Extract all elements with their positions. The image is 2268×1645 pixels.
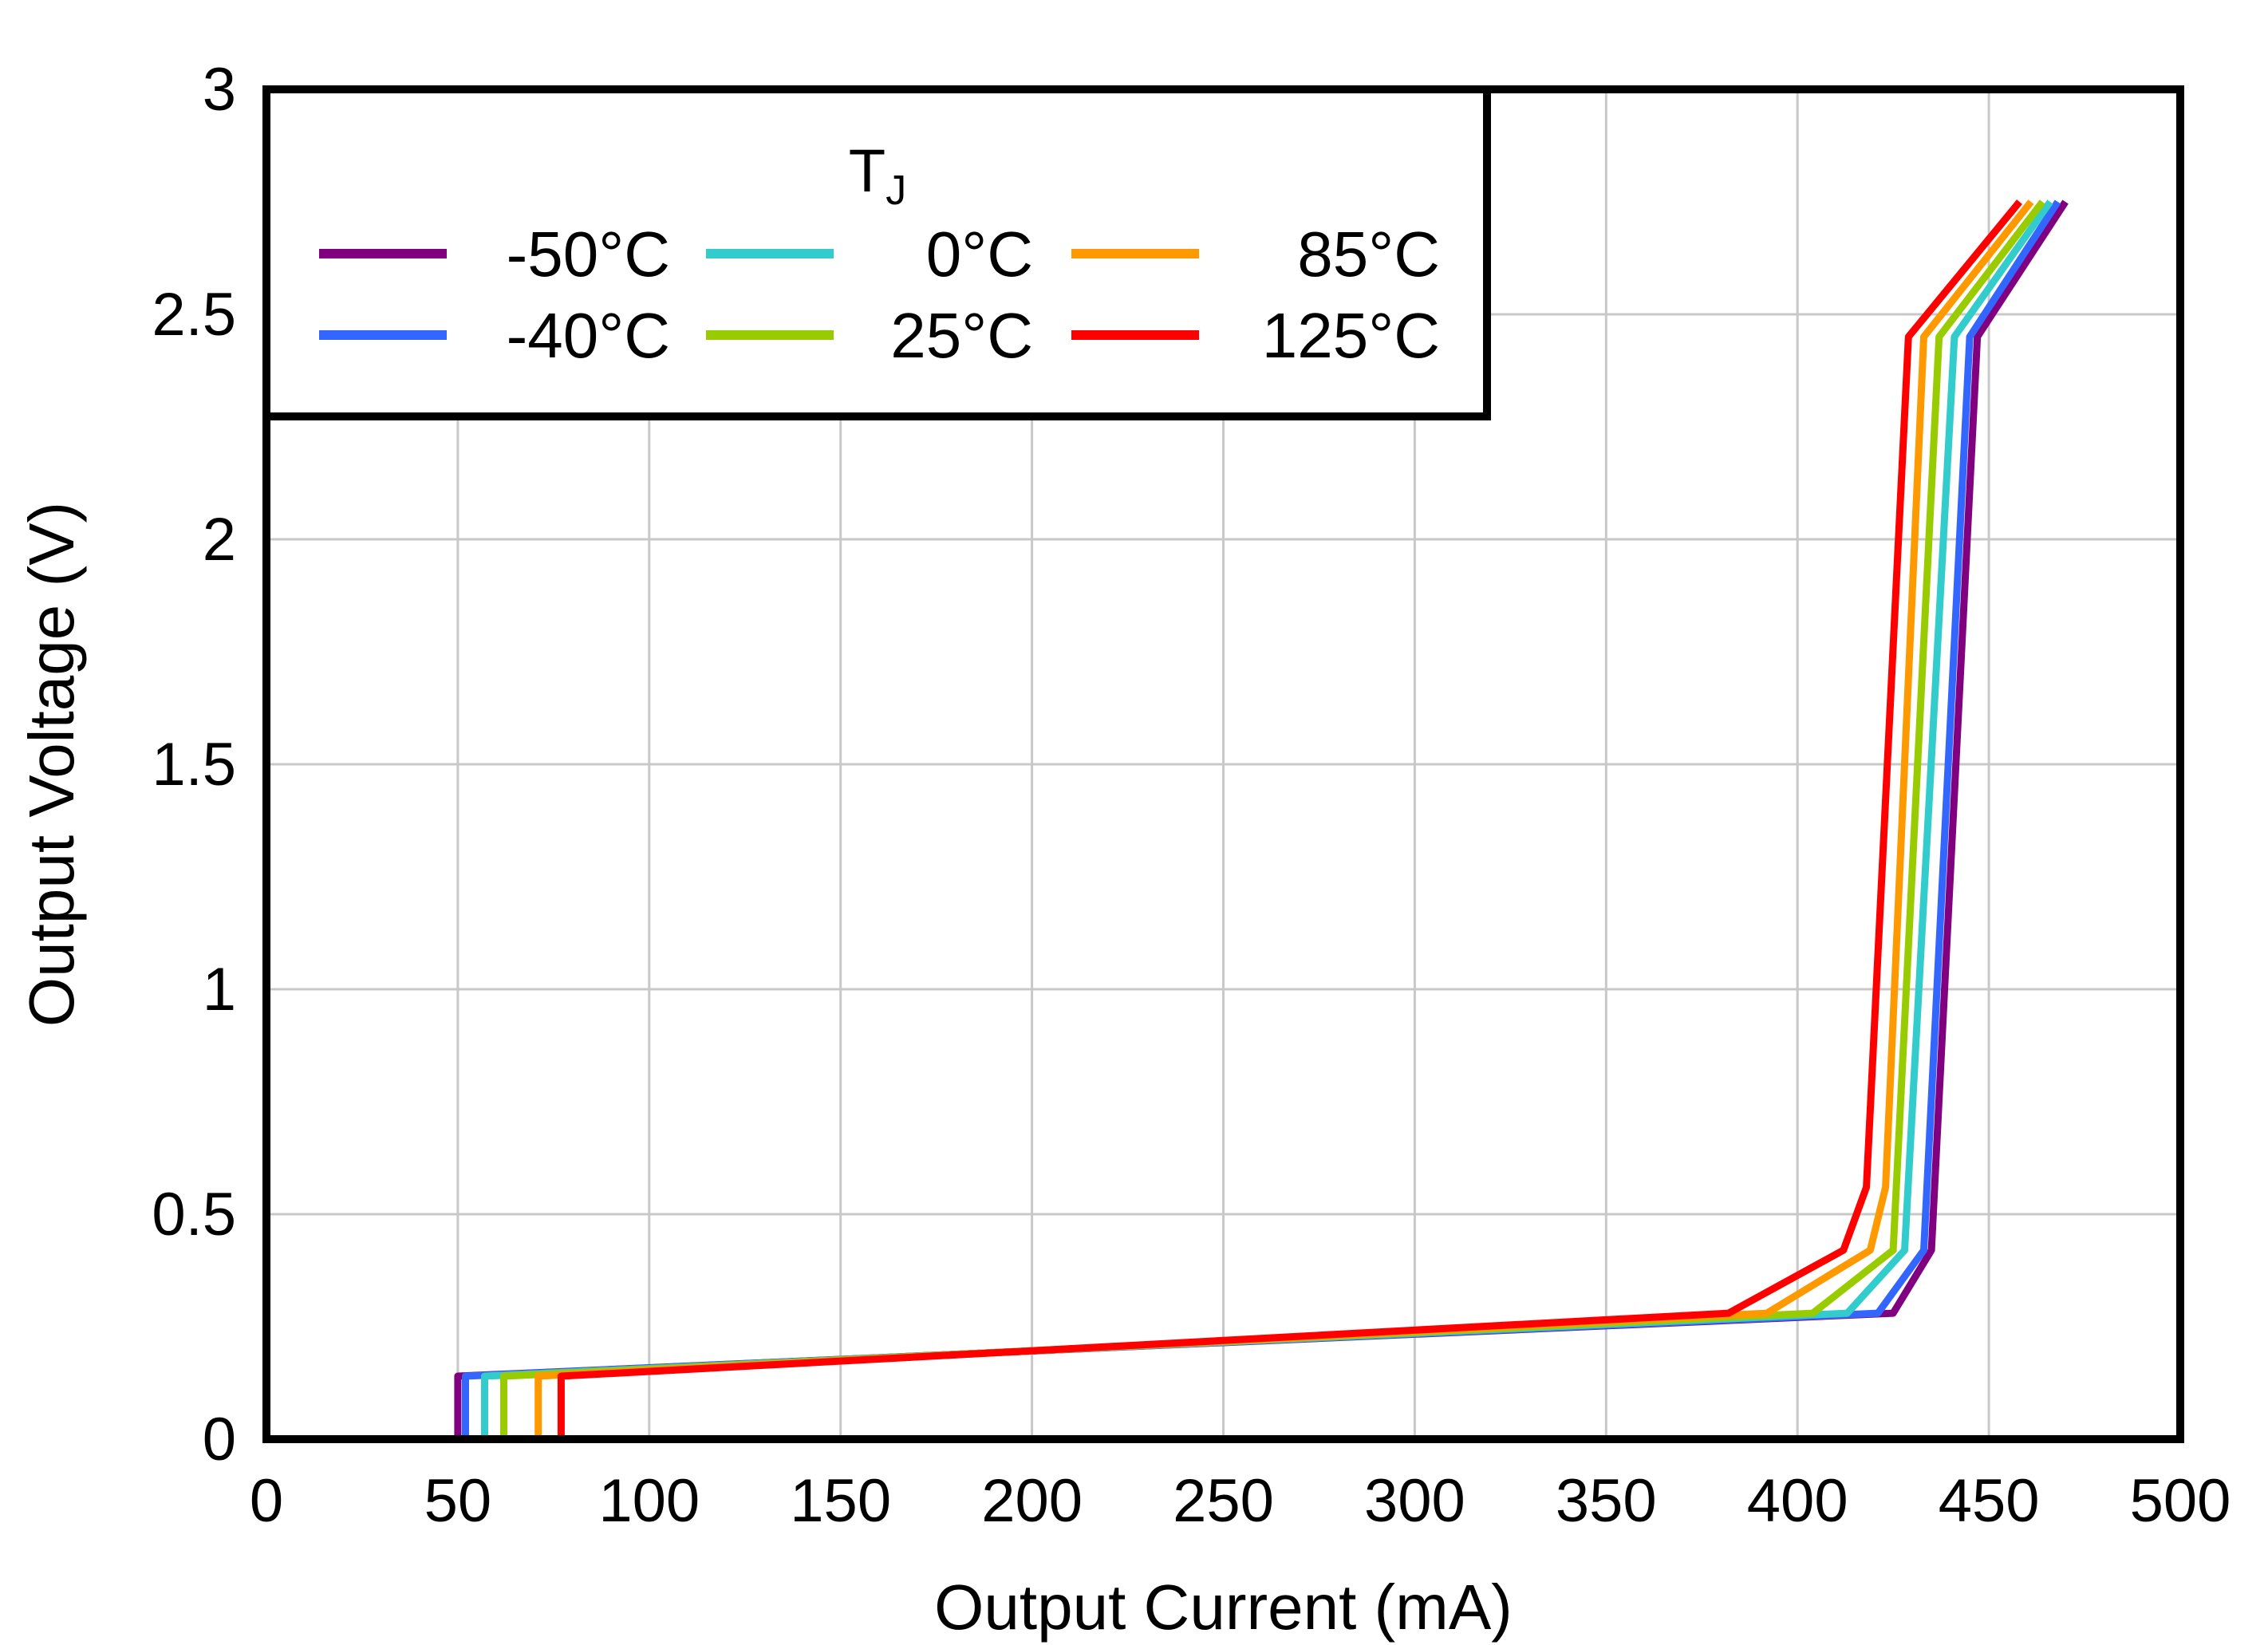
x-tick-label: 250 — [1173, 1467, 1274, 1535]
series-line-125C — [557, 199, 2022, 1439]
x-tick-label: 300 — [1364, 1467, 1465, 1535]
legend-box — [262, 85, 1491, 420]
x-tick-label: 400 — [1747, 1467, 1848, 1535]
legend-items: -50°C -40°C 0°C 25°C 85°C 125°C — [319, 219, 1440, 371]
x-tick-label: 200 — [981, 1467, 1083, 1535]
legend-label: 125°C — [1262, 300, 1440, 371]
x-tick-label: 100 — [598, 1467, 700, 1535]
legend-label: -50°C — [507, 219, 670, 290]
legend-item: -40°C — [319, 300, 670, 371]
legend-title-sub: J — [886, 168, 906, 214]
y-tick-labels: 0 0.5 1 1.5 2 2.5 3 — [152, 56, 236, 1473]
series-line-25C — [500, 199, 2045, 1439]
x-tick-label: 500 — [2130, 1467, 2231, 1535]
series-line-85C — [534, 199, 2034, 1439]
legend-title: TJ — [849, 137, 906, 214]
series-line-0C — [481, 199, 2053, 1439]
legend-label: 85°C — [1297, 219, 1440, 290]
series-lines — [454, 199, 2069, 1439]
legend-label: 0°C — [926, 219, 1033, 290]
y-tick-label: 0 — [203, 1406, 236, 1473]
legend: TJ -50°C -40°C 0°C 25°C 85°C 125°C — [262, 85, 1491, 420]
x-tick-label: 0 — [250, 1467, 283, 1535]
y-tick-label: 0.5 — [152, 1181, 236, 1249]
x-tick-labels: 0 50 100 150 200 250 300 350 400 450 500 — [250, 1467, 2231, 1535]
legend-title-main: T — [849, 137, 886, 205]
legend-item: 85°C — [1071, 219, 1440, 290]
legend-item: -50°C — [319, 219, 670, 290]
y-tick-label: 2 — [203, 506, 236, 574]
y-tick-label: 1 — [203, 956, 236, 1024]
legend-label: -40°C — [507, 300, 670, 371]
y-tick-label: 1.5 — [152, 731, 236, 799]
y-axis-title: Output Voltage (V) — [16, 502, 87, 1027]
y-tick-label: 3 — [203, 56, 236, 124]
legend-item: 0°C — [706, 219, 1033, 290]
x-tick-label: 50 — [424, 1467, 492, 1535]
y-tick-label: 2.5 — [152, 281, 236, 349]
legend-label: 25°C — [890, 300, 1033, 371]
x-axis-title: Output Current (mA) — [934, 1572, 1513, 1643]
legend-item: 125°C — [1071, 300, 1440, 371]
series-line--40C — [462, 199, 2061, 1439]
x-tick-label: 450 — [1939, 1467, 2040, 1535]
series-line--50C — [454, 199, 2069, 1439]
x-tick-label: 350 — [1556, 1467, 1657, 1535]
x-tick-label: 150 — [790, 1467, 891, 1535]
legend-item: 25°C — [706, 300, 1033, 371]
